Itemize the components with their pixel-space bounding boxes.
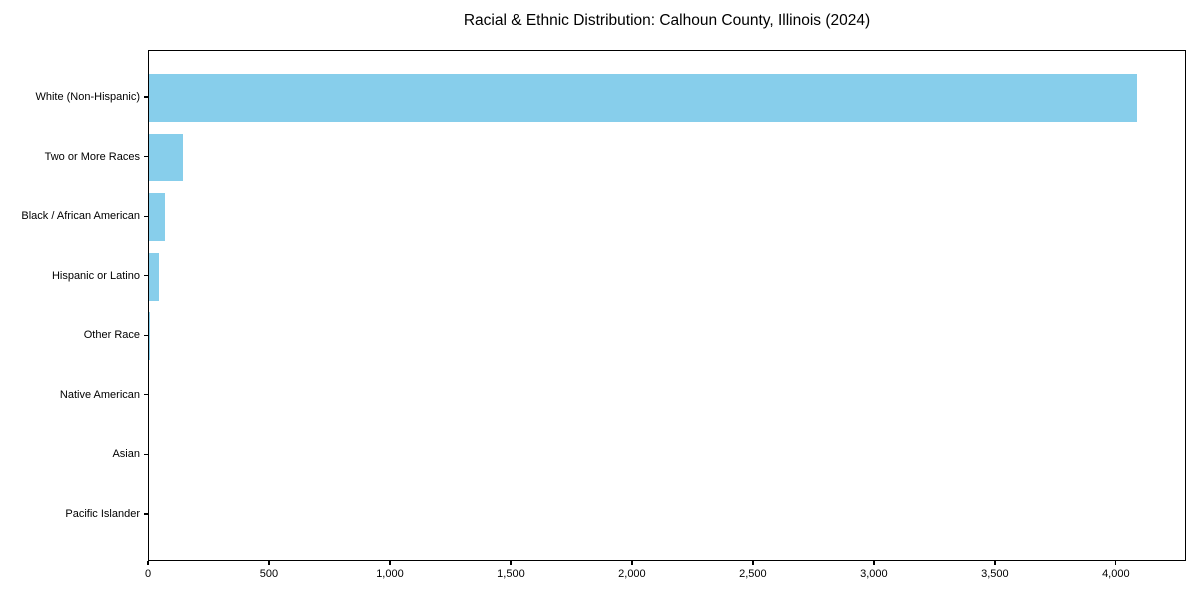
x-tick-mark bbox=[147, 561, 149, 565]
y-tick-mark bbox=[143, 513, 148, 515]
x-tick-label: 3,000 bbox=[860, 568, 888, 580]
y-tick-label: Hispanic or Latino bbox=[51, 269, 140, 282]
y-tick-mark bbox=[143, 155, 148, 158]
x-tick-label: 2,500 bbox=[739, 568, 767, 580]
chart-title: Racial & Ethnic Distribution: Calhoun Co… bbox=[463, 12, 871, 29]
bar bbox=[149, 133, 183, 182]
bar bbox=[149, 74, 1137, 122]
y-tick-mark bbox=[143, 334, 148, 336]
x-tick-mark bbox=[1115, 561, 1117, 565]
y-tick-mark bbox=[143, 394, 148, 396]
x-tick-mark bbox=[631, 561, 633, 565]
x-tick-mark bbox=[510, 561, 512, 565]
x-tick-label: 4,000 bbox=[1102, 568, 1130, 580]
bar bbox=[149, 193, 166, 241]
y-tick-mark bbox=[143, 453, 148, 456]
x-tick-label: 0 bbox=[144, 568, 152, 580]
y-tick-label: Native American bbox=[59, 388, 140, 401]
y-tick-label: Black / African American bbox=[21, 210, 140, 223]
plot-area bbox=[148, 50, 1186, 561]
x-tick-label: 3,500 bbox=[981, 568, 1009, 580]
x-tick-mark bbox=[873, 561, 875, 565]
x-tick-label: 1,500 bbox=[497, 568, 525, 580]
y-tick-label: Other Race bbox=[83, 329, 140, 342]
x-tick-label: 2,000 bbox=[618, 568, 646, 580]
x-tick-mark bbox=[994, 561, 996, 565]
bar bbox=[149, 312, 151, 361]
y-tick-label: White (Non-Hispanic) bbox=[35, 91, 140, 104]
x-tick-mark bbox=[268, 561, 270, 565]
x-tick-mark bbox=[752, 561, 754, 565]
x-tick-label: 500 bbox=[259, 568, 279, 580]
x-tick-label: 1,000 bbox=[376, 568, 404, 580]
bar bbox=[149, 252, 159, 301]
y-tick-label: Two or More Races bbox=[44, 150, 140, 163]
x-tick-mark bbox=[389, 561, 391, 565]
y-tick-mark bbox=[143, 275, 148, 277]
y-tick-mark bbox=[143, 96, 148, 98]
y-tick-label: Pacific Islander bbox=[65, 507, 140, 520]
y-tick-mark bbox=[143, 215, 148, 217]
y-tick-label: Asian bbox=[112, 448, 140, 461]
